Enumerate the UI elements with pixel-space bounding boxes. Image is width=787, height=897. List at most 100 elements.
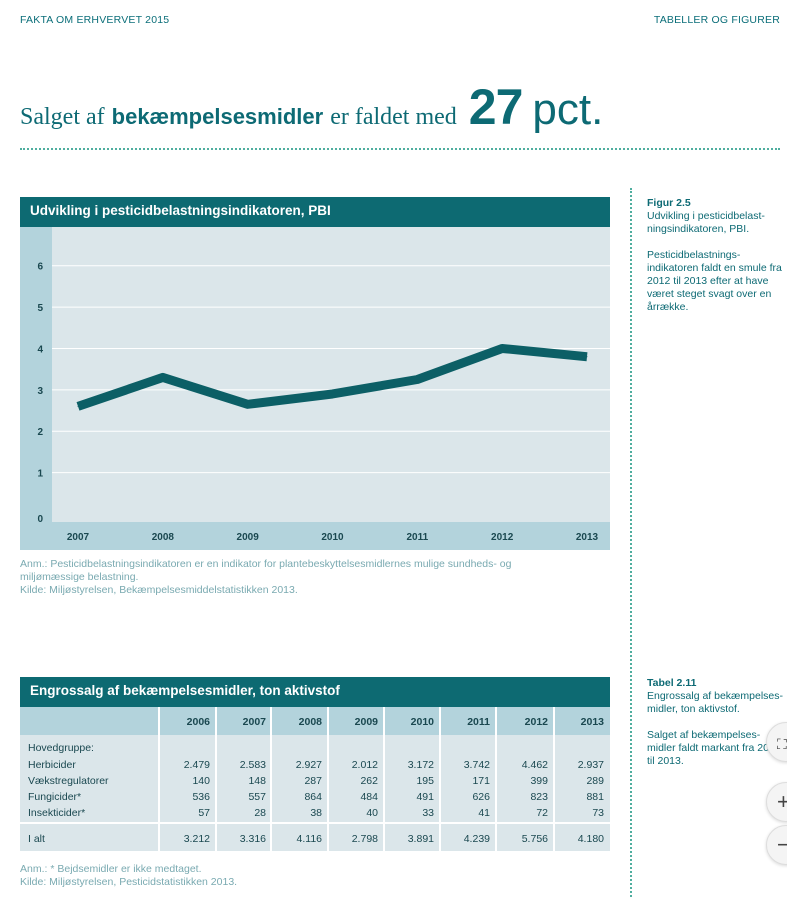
table-cell: 40	[366, 807, 378, 819]
table-cell: 557	[248, 791, 266, 803]
table-cell: 73	[592, 807, 604, 819]
table-cell: 195	[416, 775, 434, 787]
column-separator	[439, 707, 441, 851]
column-separator	[158, 707, 160, 851]
table-cell: 289	[586, 775, 604, 787]
data-point	[247, 403, 249, 405]
y-tick-label: 3	[37, 386, 43, 397]
total-cell: 4.116	[296, 833, 323, 845]
data-point	[162, 376, 164, 378]
table-cell: 3.172	[407, 759, 434, 771]
chart-svg: 0 1 2 3 4 5 6 2007 2008 2009 2010 2011 2012 2013	[20, 227, 610, 550]
table-caption: Tabel 2.11 Engrossalg af bekæmpelses- mi…	[647, 677, 785, 781]
table-cell: 864	[304, 791, 322, 803]
table-cell: 38	[310, 807, 322, 819]
row-label: Fungicider*	[28, 791, 82, 803]
y-tick-label: 2	[37, 427, 43, 438]
headline-unit: pct.	[532, 85, 604, 134]
x-tick-label: 2008	[152, 532, 175, 543]
figure-note-line2: miljømæssige belastning.	[20, 571, 139, 583]
table-cell: 262	[360, 775, 378, 787]
x-axis-band	[52, 522, 610, 550]
table-cell: 140	[192, 775, 210, 787]
column-header-2006: 2006	[186, 716, 210, 728]
table-cell: 2.583	[239, 759, 266, 771]
y-tick-label: 6	[37, 262, 43, 273]
total-cell: 2.798	[351, 833, 378, 845]
column-separator	[327, 707, 329, 851]
x-tick-label: 2009	[237, 532, 260, 543]
row-label: Herbicider	[28, 759, 76, 771]
total-cell: 4.239	[463, 833, 490, 845]
table-cell: 28	[254, 807, 266, 819]
y-tick-label: 0	[37, 514, 43, 525]
group-label: Hovedgruppe:	[28, 742, 94, 754]
column-header-2012: 2012	[524, 716, 548, 728]
column-separator	[553, 707, 555, 851]
table-cell: 881	[586, 791, 604, 803]
figure-caption: Figur 2.5 Udvikling i pesticidbelast- ni…	[647, 197, 785, 327]
x-tick-label: 2010	[321, 532, 344, 543]
zoom-out-button[interactable]: −	[766, 825, 787, 865]
column-separator	[383, 707, 385, 851]
total-cell: 3.212	[183, 833, 210, 845]
total-cell: 3.316	[239, 833, 266, 845]
table-header-row	[20, 707, 610, 735]
column-header-2013: 2013	[580, 716, 604, 728]
column-separator	[270, 707, 272, 851]
page-headline: Salget af bekæmpelsesmidler er faldet me…	[20, 78, 603, 138]
column-header-2009: 2009	[354, 716, 378, 728]
table-caption-text: Salget af bekæmpelses- midler faldt mark…	[647, 729, 781, 767]
headline-part1: Salget af	[20, 104, 105, 130]
total-cell: 3.891	[407, 833, 434, 845]
table-cell: 287	[304, 775, 322, 787]
figure-caption-title: Udvikling i pesticidbelast- ningsindikat…	[647, 210, 765, 235]
table-cell: 626	[472, 791, 490, 803]
x-tick-label: 2012	[491, 532, 514, 543]
y-tick-label: 1	[37, 469, 43, 480]
table-note: Anm.: * Bejdsemidler er ikke medtaget. K…	[20, 863, 237, 889]
pbi-line-chart: 0 1 2 3 4 5 6 2007 2008 2009 2010 2011 2012 2013	[20, 227, 610, 550]
total-cell: 5.756	[521, 833, 548, 845]
table-cell: 484	[360, 791, 378, 803]
plus-icon: +	[777, 789, 787, 814]
figure-note: Anm.: Pesticidbelastningsindikatoren er …	[20, 558, 511, 597]
column-header-2011: 2011	[467, 716, 490, 728]
minus-icon: −	[777, 832, 787, 857]
table-title: Engrossalg af bekæmpelsesmidler, ton akt…	[20, 677, 610, 707]
table-cell: 399	[530, 775, 548, 787]
x-tick-label: 2007	[67, 532, 90, 543]
data-point	[416, 379, 418, 380]
table-cell: 171	[472, 775, 490, 787]
figure-note-line1: Anm.: Pesticidbelastningsindikatoren er …	[20, 558, 512, 570]
data-point	[332, 393, 333, 395]
data-point	[77, 405, 79, 407]
data-point	[586, 356, 588, 358]
table-cell: 2.927	[295, 759, 322, 771]
column-header-2010: 2010	[410, 716, 434, 728]
headline-bold: bekæmpelsesmidler	[111, 104, 324, 129]
table-cell: 4.462	[521, 759, 548, 771]
headline-divider	[20, 148, 780, 150]
column-separator	[215, 707, 217, 851]
table-cell: 57	[198, 807, 210, 819]
fit-screen-icon: ⛶	[777, 736, 787, 752]
row-label: Vækstregulatorer	[28, 775, 109, 787]
data-point	[501, 347, 503, 349]
zoom-in-button[interactable]: +	[766, 782, 787, 822]
table-cell: 2.479	[183, 759, 210, 771]
table-note-line: Anm.: * Bejdsemidler er ikke medtaget.	[20, 863, 202, 875]
running-header-right: TABELLER OG FIGURER	[653, 14, 780, 26]
y-tick-label: 5	[37, 303, 43, 314]
plot-background	[20, 227, 610, 550]
table-cell: 148	[248, 775, 266, 787]
figure-caption-label: Figur 2.5	[647, 197, 691, 209]
figure-source: Kilde: Miljøstyrelsen, Bekæmpelsesmiddel…	[20, 584, 298, 596]
total-cell: 4.180	[577, 833, 604, 845]
x-tick-label: 2013	[576, 532, 599, 543]
table-cell: 72	[536, 807, 548, 819]
y-tick-label: 4	[37, 344, 43, 355]
headline-part2: er faldet med	[330, 104, 457, 130]
table-cell: 2.937	[577, 759, 604, 771]
column-header-2007: 2007	[242, 716, 266, 728]
